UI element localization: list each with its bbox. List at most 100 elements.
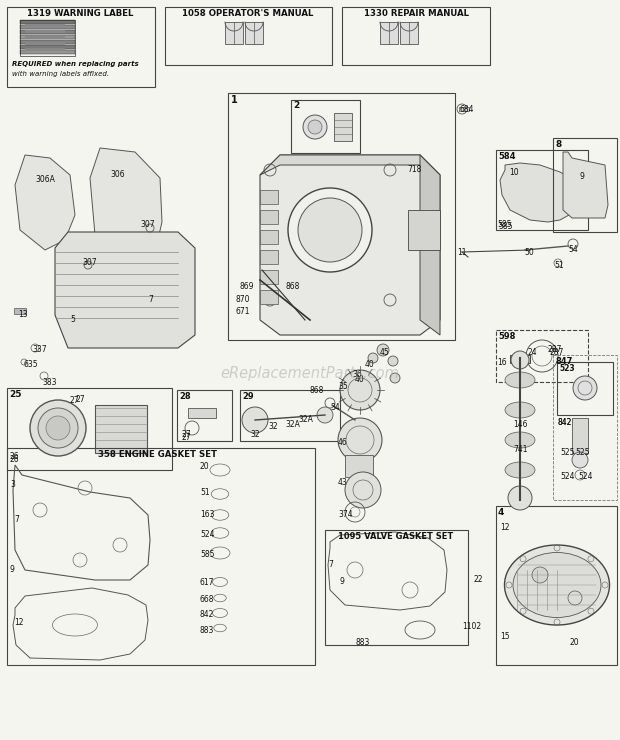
Text: 54: 54 (568, 245, 578, 254)
Text: 32A: 32A (285, 420, 300, 429)
Text: 585: 585 (200, 550, 215, 559)
Bar (228, 93, 455, 340)
Text: 668: 668 (200, 595, 215, 604)
Text: 34: 34 (330, 403, 340, 412)
Text: 2: 2 (293, 101, 299, 110)
Text: 585: 585 (498, 222, 513, 231)
Text: 24: 24 (527, 348, 537, 357)
Bar (260, 230, 278, 244)
Bar (496, 150, 588, 230)
Bar (14, 308, 26, 314)
Text: 524: 524 (578, 472, 593, 481)
Bar (20, 20, 75, 56)
Text: 9: 9 (10, 565, 15, 574)
Text: 1058 OPERATOR'S MANUAL: 1058 OPERATOR'S MANUAL (182, 9, 314, 18)
Text: 8: 8 (555, 140, 561, 149)
Text: 7: 7 (148, 295, 153, 304)
Text: 163: 163 (200, 510, 215, 519)
Text: REQUIRED when replacing parts: REQUIRED when replacing parts (12, 61, 139, 67)
Bar (553, 355, 617, 500)
Bar (557, 362, 613, 415)
Bar (260, 270, 278, 284)
Text: 4: 4 (498, 508, 505, 517)
Bar (188, 408, 216, 418)
Bar (225, 22, 243, 44)
Text: 7: 7 (328, 560, 333, 569)
Polygon shape (90, 148, 162, 260)
Bar (496, 330, 588, 382)
Circle shape (532, 567, 548, 583)
Text: 585: 585 (497, 220, 511, 229)
Circle shape (30, 400, 86, 456)
Text: eReplacementParts.com: eReplacementParts.com (221, 366, 399, 381)
Text: 27: 27 (75, 395, 84, 404)
Polygon shape (500, 163, 580, 222)
Bar (25, 30, 65, 33)
Ellipse shape (505, 432, 535, 448)
Bar (496, 506, 617, 665)
Text: 1: 1 (231, 95, 237, 105)
Bar (25, 48, 65, 51)
Bar (245, 22, 263, 44)
Text: 12: 12 (500, 523, 510, 532)
Text: 1102: 1102 (462, 622, 481, 631)
Bar (334, 113, 352, 141)
Text: 40: 40 (365, 360, 374, 369)
Text: 146: 146 (513, 420, 528, 429)
Bar (20, 45, 75, 49)
Text: 43: 43 (338, 478, 348, 487)
Bar (20, 35, 75, 39)
Text: 45: 45 (380, 348, 390, 357)
Bar (260, 210, 278, 224)
Text: 1319 WARNING LABEL: 1319 WARNING LABEL (27, 9, 133, 18)
Text: 51: 51 (554, 261, 564, 270)
Text: 306: 306 (110, 170, 125, 179)
Text: 22: 22 (474, 575, 484, 584)
Bar (380, 22, 398, 44)
Circle shape (242, 407, 268, 433)
Bar (7, 388, 172, 470)
Text: 51: 51 (200, 488, 210, 497)
Bar (260, 250, 278, 264)
Bar (325, 530, 468, 645)
Bar (342, 7, 490, 65)
Text: 27: 27 (182, 433, 192, 442)
Text: 307: 307 (140, 220, 154, 229)
Bar (260, 290, 278, 304)
Polygon shape (15, 155, 75, 250)
Circle shape (511, 351, 529, 369)
Text: 741: 741 (513, 445, 528, 454)
Bar (20, 30, 75, 34)
Bar (260, 190, 278, 204)
Bar (25, 36, 65, 39)
Text: 883: 883 (355, 638, 370, 647)
Ellipse shape (505, 545, 609, 625)
Text: 36: 36 (352, 370, 361, 379)
Polygon shape (563, 152, 608, 218)
Bar (408, 210, 440, 250)
Bar (20, 50, 75, 54)
Text: 13: 13 (18, 310, 28, 319)
Circle shape (317, 407, 333, 423)
Text: 337: 337 (32, 345, 46, 354)
Circle shape (46, 416, 70, 440)
Text: 29: 29 (242, 392, 254, 401)
Polygon shape (260, 155, 440, 175)
Text: 26: 26 (10, 455, 20, 464)
Text: 584: 584 (498, 152, 515, 161)
Text: 10: 10 (509, 168, 518, 177)
Ellipse shape (505, 372, 535, 388)
Text: 523: 523 (559, 364, 575, 373)
Text: 7: 7 (14, 515, 19, 524)
Text: 524: 524 (560, 472, 575, 481)
Text: 870: 870 (235, 295, 249, 304)
Circle shape (338, 418, 382, 462)
Text: 11: 11 (457, 248, 466, 257)
Text: 12: 12 (14, 618, 24, 627)
Bar (95, 405, 147, 453)
Text: 842: 842 (558, 418, 572, 427)
Text: 16: 16 (497, 358, 507, 367)
Polygon shape (55, 232, 195, 348)
Bar (510, 355, 530, 363)
Circle shape (573, 376, 597, 400)
